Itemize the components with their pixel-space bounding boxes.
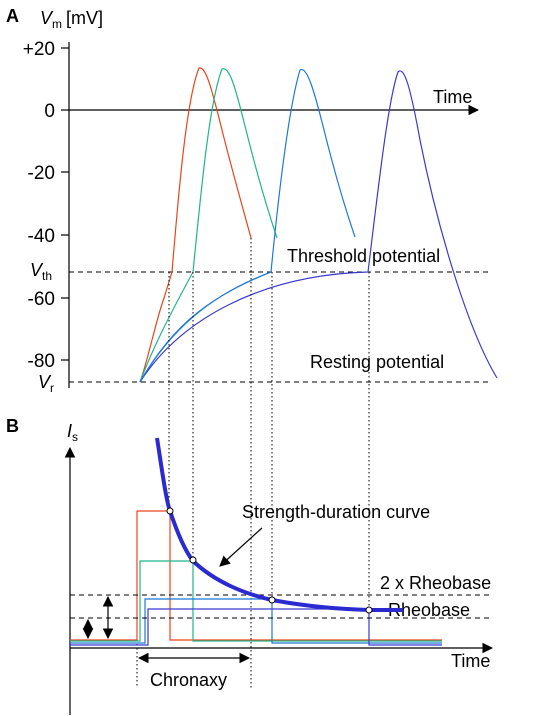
two-rheobase-label: 2 x Rheobase: [380, 573, 491, 593]
ytick-minus20: -20: [28, 163, 55, 184]
ytick-minus60: -60: [28, 289, 55, 310]
sd-curve: [155, 437, 403, 612]
panel-a-time-label: Time: [433, 87, 472, 107]
panel-b-time-label: Time: [451, 651, 490, 671]
panel-b-ylabel: Is: [67, 421, 78, 444]
ytick-minus40: -40: [28, 226, 55, 247]
sd-curve-points: [166, 507, 373, 614]
panel-a-ylabel: Vm [mV]: [40, 8, 103, 31]
panel-a-letter: A: [6, 6, 19, 26]
vth-label: Vth: [30, 260, 52, 283]
sd-curve-pointer: [219, 527, 263, 567]
ytick-minus80: -80: [28, 351, 55, 372]
vr-label: Vr: [38, 372, 54, 395]
sd-point-1: [166, 507, 174, 515]
panel-b-letter: B: [6, 416, 19, 436]
panel-a-yticks: [61, 47, 69, 361]
trace-3-rise: [139, 271, 272, 383]
sd-point-3: [268, 596, 276, 604]
trace-2-green: [139, 68, 278, 383]
threshold-label: Threshold potential: [287, 246, 440, 266]
trace-1-red: [139, 67, 252, 383]
pulse-2-green: [70, 560, 442, 642]
sd-curve-label: Strength-duration curve: [242, 502, 430, 522]
chronaxy-label: Chronaxy: [150, 670, 227, 690]
sd-point-4: [365, 606, 373, 614]
pulse-1-red: [70, 510, 442, 641]
resting-label: Resting potential: [310, 352, 444, 372]
pulse-3-blue: [70, 598, 442, 644]
panel-connectors: [136, 238, 370, 688]
sd-point-2: [189, 556, 197, 564]
ytick-plus20: +20: [23, 39, 55, 60]
pulse-4-violet: [70, 608, 442, 646]
ytick-0: 0: [44, 101, 55, 122]
rheobase-label: Rheobase: [388, 600, 470, 620]
trace-4-violet: [139, 70, 498, 383]
